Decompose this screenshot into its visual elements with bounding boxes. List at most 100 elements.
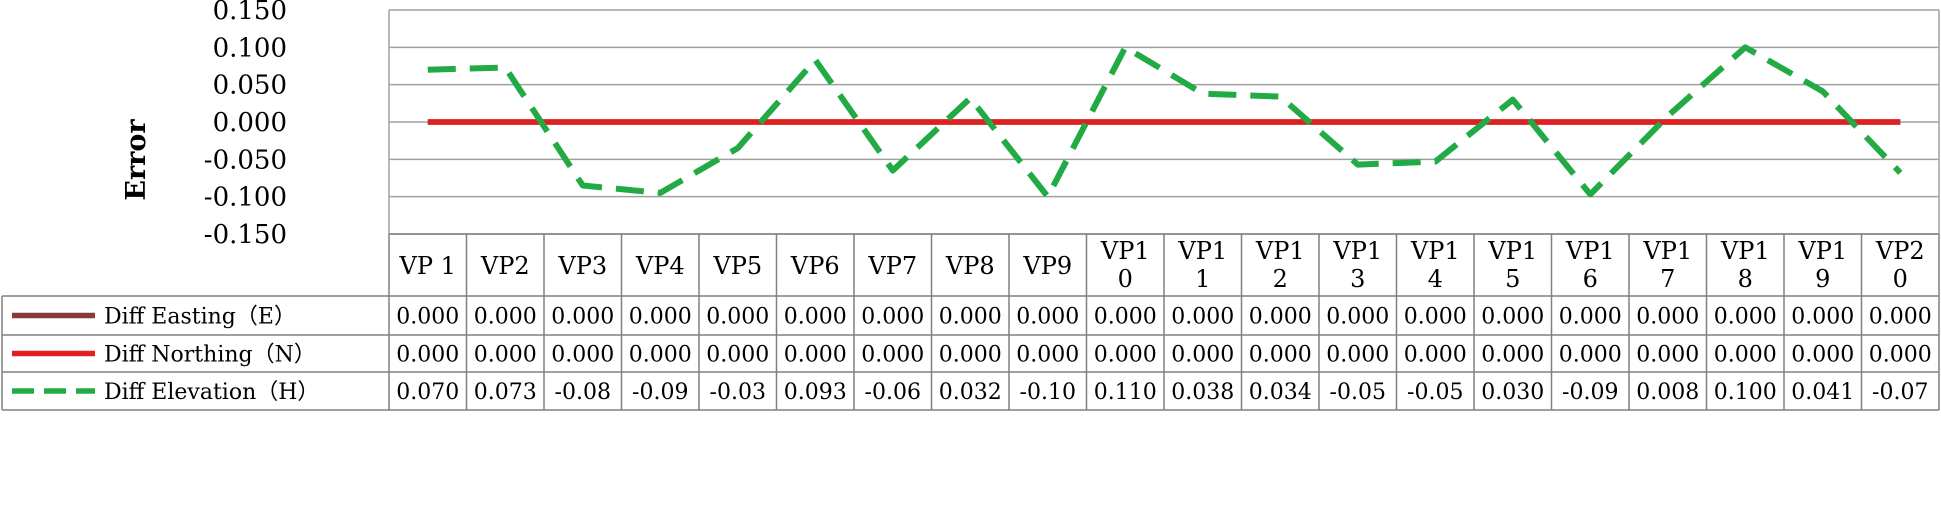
x-tick-label: VP4 <box>635 252 685 280</box>
x-tick-label: 3 <box>1350 265 1365 293</box>
x-tick-label: VP1 <box>1332 237 1382 265</box>
table-cell-value: 0.000 <box>629 305 692 330</box>
table-cell-value: 0.000 <box>1869 343 1932 368</box>
x-tick-label: VP6 <box>790 252 840 280</box>
table-cell-value: 0.000 <box>861 343 924 368</box>
table-cell-value: 0.000 <box>1016 343 1079 368</box>
table-cell-value: 0.032 <box>939 380 1002 405</box>
y-tick-label: -0.050 <box>204 145 287 175</box>
table-cell-value: 0.000 <box>1481 305 1544 330</box>
legend-label: Diff Elevation（H） <box>104 380 319 405</box>
y-tick-label: -0.150 <box>204 220 287 250</box>
table-cell-value: -0.10 <box>1020 380 1076 405</box>
y-tick-label: -0.100 <box>204 183 287 213</box>
table-cell-value: 0.000 <box>1791 343 1854 368</box>
table-cell-value: 0.000 <box>1171 305 1234 330</box>
table-cell-value: 0.070 <box>396 380 459 405</box>
table-cell-value: -0.09 <box>632 380 688 405</box>
table-cell-value: 0.008 <box>1636 380 1699 405</box>
x-tick-label: VP 1 <box>399 252 456 280</box>
y-axis-label: Error <box>121 119 152 201</box>
x-tick-label: VP3 <box>557 252 607 280</box>
x-tick-label: VP7 <box>867 252 917 280</box>
x-tick-label: VP1 <box>1487 237 1537 265</box>
table-cell-value: 0.038 <box>1171 380 1234 405</box>
table-cell-value: 0.000 <box>706 343 769 368</box>
x-tick-label: VP2 <box>480 252 530 280</box>
x-tick-label: 4 <box>1428 265 1443 293</box>
table-cell-value: 0.000 <box>551 305 614 330</box>
table-cell-value: 0.000 <box>1404 305 1467 330</box>
table-cell-value: 0.000 <box>939 305 1002 330</box>
series-line <box>427 44 1903 200</box>
y-tick-label: 0.000 <box>213 108 287 138</box>
x-tick-label: VP2 <box>1875 237 1925 265</box>
table-cell-value: 0.000 <box>706 305 769 330</box>
table-cell-value: 0.000 <box>939 343 1002 368</box>
table-cell-value: 0.000 <box>396 305 459 330</box>
table-cell-value: 0.034 <box>1249 380 1312 405</box>
table-cell-value: 0.000 <box>1326 305 1389 330</box>
table-cell-value: 0.000 <box>784 305 847 330</box>
x-tick-label: 2 <box>1273 265 1288 293</box>
x-tick-label: 7 <box>1660 265 1675 293</box>
x-tick-label: VP1 <box>1565 237 1615 265</box>
y-tick-label: 0.100 <box>213 33 287 63</box>
table-cell-value: 0.000 <box>1249 343 1312 368</box>
table-cell-value: 0.000 <box>1249 305 1312 330</box>
table-cell-value: 0.000 <box>396 343 459 368</box>
table-cell-value: -0.05 <box>1407 380 1463 405</box>
table-cell-value: 0.000 <box>1171 343 1234 368</box>
table-cell-value: 0.093 <box>784 380 847 405</box>
x-tick-label: VP9 <box>1022 252 1072 280</box>
table-cell-value: 0.000 <box>1714 305 1777 330</box>
x-tick-label: VP1 <box>1642 237 1692 265</box>
table-cell-value: 0.000 <box>474 343 537 368</box>
table-cell-value: 0.000 <box>1326 343 1389 368</box>
table-cell-value: 0.000 <box>1404 343 1467 368</box>
legend-label: Diff Easting（E） <box>104 305 296 330</box>
x-tick-label: VP5 <box>712 252 762 280</box>
table-cell-value: -0.05 <box>1330 380 1386 405</box>
table-cell-value: 0.000 <box>1636 305 1699 330</box>
table-cell-value: -0.08 <box>555 380 611 405</box>
table-cell-value: -0.09 <box>1562 380 1618 405</box>
table-cell-value: 0.000 <box>629 343 692 368</box>
table-cell-value: 0.000 <box>1094 305 1157 330</box>
table-cell-value: -0.06 <box>865 380 921 405</box>
table-cell-value: 0.110 <box>1094 380 1157 405</box>
table-cell-value: 0.000 <box>1559 305 1622 330</box>
table-cell-value: 0.000 <box>1094 343 1157 368</box>
table-cell-value: 0.000 <box>1714 343 1777 368</box>
x-tick-label: 0 <box>1893 265 1908 293</box>
table-cell-value: 0.073 <box>474 380 537 405</box>
x-tick-label: 1 <box>1195 265 1210 293</box>
table-cell-value: 0.000 <box>784 343 847 368</box>
table-cell-value: 0.000 <box>474 305 537 330</box>
table-cell-value: 0.000 <box>1869 305 1932 330</box>
table-cell-value: 0.000 <box>1636 343 1699 368</box>
table-cell-value: 0.041 <box>1791 380 1854 405</box>
x-tick-label: VP1 <box>1255 237 1305 265</box>
x-tick-label: VP1 <box>1720 237 1770 265</box>
y-tick-label: 0.150 <box>213 0 287 26</box>
y-tick-labels: 0.150 0.100 0.050 0.000 -0.050 -0.100 -0.150 <box>204 0 287 250</box>
legend-label: Diff Northing（N） <box>104 343 316 368</box>
table-cell-value: 0.000 <box>551 343 614 368</box>
x-tick-label: 8 <box>1738 265 1753 293</box>
x-tick-label: VP1 <box>1177 237 1227 265</box>
table-cell-value: 0.030 <box>1481 380 1544 405</box>
x-tick-label: VP1 <box>1797 237 1847 265</box>
x-tick-label: 0 <box>1118 265 1133 293</box>
y-tick-label: 0.050 <box>213 71 287 101</box>
x-tick-label: 5 <box>1505 265 1520 293</box>
table-cell-value: 0.000 <box>1481 343 1544 368</box>
table-cell-value: -0.07 <box>1872 380 1928 405</box>
table-cell-value: 0.000 <box>861 305 924 330</box>
x-tick-label: VP8 <box>945 252 995 280</box>
table-cell-value: 0.000 <box>1791 305 1854 330</box>
table-cell-value: 0.000 <box>1016 305 1079 330</box>
table-cell-value: 0.100 <box>1714 380 1777 405</box>
table-cell-value: -0.03 <box>710 380 766 405</box>
